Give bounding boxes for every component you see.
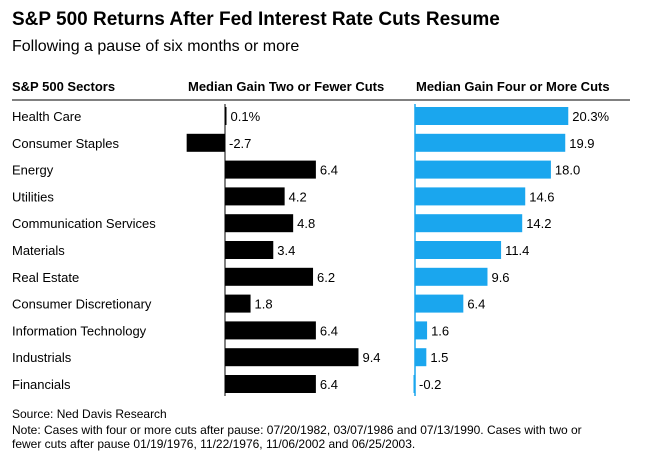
left-column-header: Median Gain Two or Fewer Cuts bbox=[188, 79, 384, 94]
left-bar-materials bbox=[225, 241, 274, 259]
right-value-label-utilities: 14.6 bbox=[529, 189, 554, 204]
right-value-label-real-estate: 9.6 bbox=[491, 270, 509, 285]
right-value-label-materials: 11.4 bbox=[505, 243, 529, 258]
right-value-label-health-care: 20.3% bbox=[572, 109, 609, 124]
right-value-label-industrials: 1.5 bbox=[430, 350, 448, 365]
right-column-header: Median Gain Four or More Cuts bbox=[416, 79, 610, 94]
right-value-label-consumer-staples: 19.9 bbox=[569, 136, 594, 151]
left-value-label-real-estate: 6.2 bbox=[317, 270, 335, 285]
left-bar-health-care bbox=[225, 107, 227, 125]
left-value-label-consumer-discretionary: 1.8 bbox=[255, 297, 273, 312]
category-label-consumer-staples: Consumer Staples bbox=[12, 136, 119, 151]
left-value-label-consumer-staples: -2.7 bbox=[229, 136, 251, 151]
right-bar-materials bbox=[415, 241, 502, 259]
right-bar-communication-services bbox=[415, 214, 523, 233]
category-label-utilities: Utilities bbox=[12, 189, 54, 204]
footnote-line-1: Note: Cases with four or more cuts after… bbox=[12, 423, 582, 437]
left-bar-financials bbox=[225, 375, 316, 393]
right-bar-utilities bbox=[415, 187, 526, 206]
right-bar-energy bbox=[415, 160, 551, 179]
category-label-financials: Financials bbox=[12, 377, 71, 392]
left-bar-information-technology bbox=[225, 321, 316, 340]
left-value-label-financials: 6.4 bbox=[320, 377, 338, 392]
source-note: Source: Ned Davis Research bbox=[12, 407, 167, 421]
left-value-label-information-technology: 6.4 bbox=[320, 323, 338, 338]
right-value-label-energy: 18.0 bbox=[555, 163, 580, 178]
right-bar-financials bbox=[413, 375, 415, 393]
chart-subtitle: Following a pause of six months or more bbox=[12, 38, 300, 55]
right-value-label-communication-services: 14.2 bbox=[526, 216, 551, 231]
left-bar-energy bbox=[225, 160, 316, 179]
right-bar-industrials bbox=[415, 348, 427, 367]
category-label-communication-services: Communication Services bbox=[12, 216, 156, 231]
category-label-materials: Materials bbox=[12, 243, 65, 258]
left-value-label-health-care: 0.1% bbox=[231, 109, 261, 124]
right-value-label-consumer-discretionary: 6.4 bbox=[467, 297, 485, 312]
right-value-label-information-technology: 1.6 bbox=[431, 323, 449, 338]
right-bar-real-estate bbox=[415, 267, 488, 286]
category-label-energy: Energy bbox=[12, 163, 54, 178]
left-value-label-industrials: 9.4 bbox=[362, 350, 380, 365]
right-value-label-financials: -0.2 bbox=[419, 377, 441, 392]
category-label-real-estate: Real Estate bbox=[12, 270, 79, 285]
right-bar-information-technology bbox=[415, 321, 428, 340]
left-value-label-utilities: 4.2 bbox=[289, 189, 307, 204]
right-bar-consumer-discretionary bbox=[415, 294, 464, 313]
category-label-consumer-discretionary: Consumer Discretionary bbox=[12, 297, 152, 312]
category-label-industrials: Industrials bbox=[12, 350, 72, 365]
right-bar-consumer-staples bbox=[415, 133, 566, 152]
left-value-label-materials: 3.4 bbox=[277, 243, 295, 258]
chart-title: S&P 500 Returns After Fed Interest Rate … bbox=[12, 9, 500, 30]
footnote-line-2: fewer cuts after pause 01/19/1976, 11/22… bbox=[12, 437, 416, 451]
category-label-health-care: Health Care bbox=[12, 109, 81, 124]
left-bar-industrials bbox=[225, 348, 359, 367]
left-value-label-energy: 6.4 bbox=[320, 163, 338, 178]
left-bar-utilities bbox=[225, 187, 285, 206]
right-bar-health-care bbox=[415, 107, 569, 125]
left-bar-consumer-discretionary bbox=[225, 294, 251, 313]
left-bar-real-estate bbox=[225, 267, 314, 286]
left-bar-communication-services bbox=[225, 214, 294, 233]
sector-column-header: S&P 500 Sectors bbox=[12, 79, 115, 94]
category-label-information-technology: Information Technology bbox=[12, 323, 147, 338]
left-value-label-communication-services: 4.8 bbox=[297, 216, 315, 231]
left-bar-consumer-staples bbox=[186, 133, 225, 152]
